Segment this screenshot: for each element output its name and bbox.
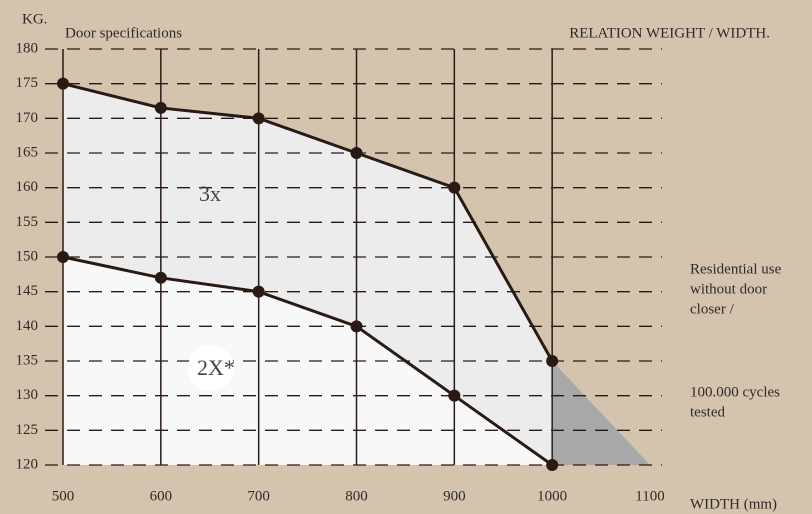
series-line — [62, 82, 554, 362]
data-point — [252, 285, 265, 298]
x-tick-label: 900 — [443, 488, 466, 504]
y-tick-label: 140 — [16, 318, 39, 334]
y-tick-label: 135 — [16, 352, 39, 368]
chart-title: Door specifications — [65, 25, 182, 41]
annotation: 100.000 cycles — [690, 384, 780, 400]
y-tick-label: 160 — [16, 179, 39, 195]
y-tick-label: 145 — [16, 283, 39, 299]
chart-subtitle: RELATION WEIGHT / WIDTH. — [569, 25, 770, 41]
y-tick-label: 155 — [16, 214, 39, 230]
data-point — [546, 355, 559, 367]
y-tick-label: 165 — [16, 144, 39, 160]
data-point — [350, 147, 363, 159]
x-tick-label: 500 — [52, 488, 75, 504]
x-tick-label: 800 — [345, 488, 368, 504]
area-2x — [63, 257, 553, 465]
annotation: without door — [690, 281, 767, 297]
y-tick-label: 130 — [16, 387, 39, 403]
series-label: 3x — [199, 181, 221, 206]
y-tick-label: 175 — [16, 75, 39, 91]
annotation: closer / — [690, 301, 735, 317]
y-tick-label: 170 — [16, 110, 39, 126]
data-point — [154, 101, 167, 114]
series-line — [62, 255, 554, 467]
y-tick-label: 125 — [16, 422, 39, 438]
label-badge — [188, 345, 234, 391]
annotation: tested — [690, 404, 725, 420]
x-tick-label: 700 — [247, 488, 270, 504]
x-tick-label: 1000 — [537, 488, 567, 504]
data-point — [350, 320, 363, 333]
data-point — [448, 389, 461, 402]
data-point — [546, 459, 559, 471]
y-axis-label: KG. — [22, 11, 47, 27]
y-tick-label: 180 — [16, 40, 39, 56]
x-tick-label: 600 — [150, 488, 173, 504]
data-point — [57, 77, 69, 90]
x-axis-label: WIDTH (mm) — [690, 496, 777, 512]
series-label: 2X* — [197, 355, 235, 380]
y-tick-label: 120 — [16, 456, 39, 472]
data-point — [154, 271, 167, 284]
data-point — [448, 181, 461, 194]
shaded-region — [552, 361, 650, 465]
y-tick-label: 150 — [16, 248, 39, 264]
annotation: Residential use — [690, 261, 782, 277]
data-point — [252, 112, 265, 125]
x-tick-label: 1100 — [635, 488, 664, 504]
data-point — [57, 251, 69, 263]
